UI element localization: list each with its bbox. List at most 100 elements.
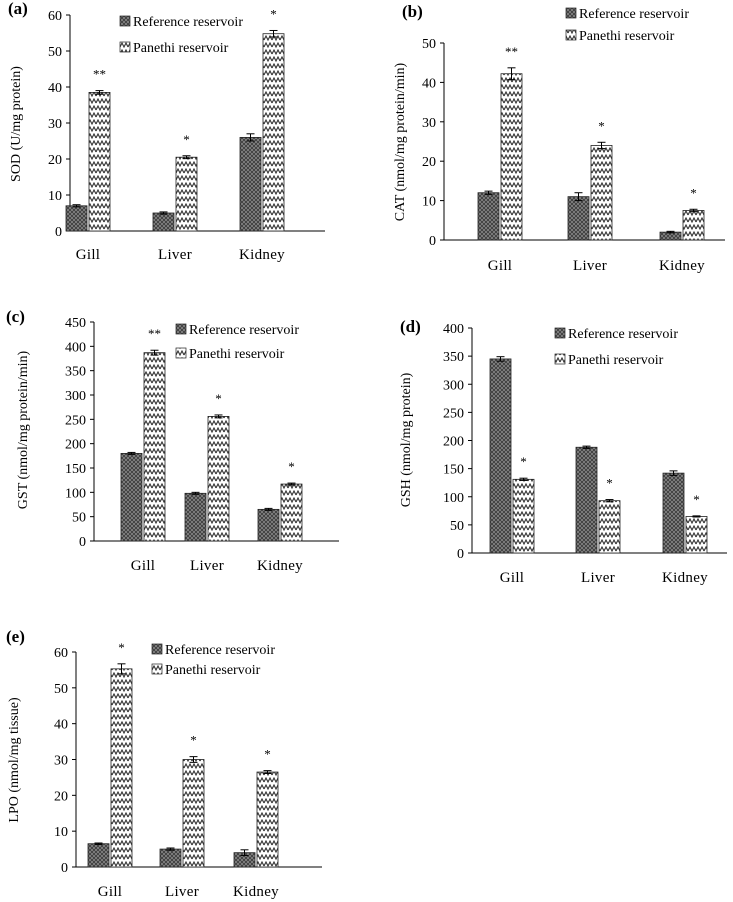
x-category-label: Liver [165,884,199,900]
panel-label: (e) [6,627,25,646]
bar-reference-gill [477,192,500,241]
x-category-label: Gill [98,884,123,900]
y-tick-label: 0 [457,547,464,562]
chart-panel-e: (e) 0 10 20 30 40 50 60 LPO (nmol/mg tissue) * Gil… [6,627,322,900]
bar-reference-kidney [662,472,685,554]
legend-swatch-reference [554,327,566,339]
bar-reference-gill [87,843,110,868]
significance-mark: * [190,733,197,748]
y-tick-label: 50 [72,511,86,526]
bar-panethi-gill [500,73,523,241]
significance-mark: * [520,454,527,469]
x-category-label: Kidney [662,570,708,586]
significance-mark: ** [148,326,161,341]
bar-panethi-liver [175,156,198,232]
significance-mark: * [118,640,125,655]
y-tick-label: 10 [54,825,68,840]
legend-label: Panethi reservoir [189,347,285,362]
y-tick-label: 400 [443,322,464,337]
legend-label: Panethi reservoir [579,29,675,44]
significance-mark: * [598,118,605,133]
legend-swatch-panethi [151,663,163,675]
y-axis-label: GSH (nmol/mg protein) [399,372,414,507]
y-tick-label: 350 [65,365,86,380]
bar-panethi-liver [207,416,230,542]
y-tick-label: 20 [422,155,436,170]
y-tick-label: 30 [54,754,68,769]
significance-mark: * [693,492,700,507]
y-tick-label: 0 [79,535,86,550]
bar-panethi-liver [598,500,621,554]
y-tick-label: 40 [422,76,436,91]
y-tick-label: 350 [443,350,464,365]
y-tick-label: 50 [48,45,62,60]
legend-swatch-reference [119,15,131,27]
y-tick-label: 0 [429,234,436,249]
legend-label: Reference reservoir [568,327,678,342]
bar-reference-liver [567,196,590,241]
x-category-label: Kidney [257,558,303,574]
bar-panethi-gill [110,668,133,868]
bar-reference-kidney [239,136,262,232]
legend-swatch-reference [151,643,163,655]
y-tick-label: 50 [450,519,464,534]
significance-mark: * [288,459,295,474]
y-tick-label: 60 [48,9,62,24]
y-tick-label: 60 [54,646,68,661]
legend-swatch-panethi [554,353,566,365]
bar-reference-liver [152,212,175,232]
panel-label: (d) [400,317,421,336]
y-axis-label: SOD (U/mg protein) [9,66,24,182]
significance-mark: * [183,132,190,147]
y-tick-label: 30 [422,116,436,131]
legend-label: Panethi reservoir [133,41,229,56]
bar-reference-kidney [257,508,280,542]
legend-label: Reference reservoir [189,323,299,338]
x-category-label: Liver [573,258,607,274]
x-category-label: Gill [488,258,513,274]
y-axis-label: CAT (nmol/mg protein/min) [393,62,408,221]
legend-label: Panethi reservoir [568,353,664,368]
significance-mark: * [215,391,222,406]
x-category-label: Kidney [233,884,279,900]
x-category-label: Gill [131,558,156,574]
panel-label: (c) [6,307,25,326]
significance-mark: ** [505,44,518,59]
y-tick-label: 250 [443,406,464,421]
y-tick-label: 20 [54,789,68,804]
legend-swatch-panethi [175,347,187,359]
legend-label: Reference reservoir [579,7,689,22]
legend-label: Panethi reservoir [165,663,261,678]
y-tick-label: 40 [54,718,68,733]
legend-swatch-panethi [119,41,131,53]
bar-reference-gill [489,358,512,554]
x-category-label: Liver [158,247,192,263]
y-tick-label: 50 [54,682,68,697]
bar-panethi-kidney [280,483,303,542]
legend-swatch-panethi [565,29,577,41]
bar-panethi-kidney [262,33,285,232]
x-category-label: Kidney [239,247,285,263]
y-tick-label: 40 [48,81,62,96]
x-category-label: Kidney [659,258,705,274]
bar-panethi-kidney [682,210,705,241]
y-tick-label: 30 [48,117,62,132]
bar-panethi-gill [88,92,111,232]
y-tick-label: 300 [65,389,86,404]
y-tick-label: 20 [48,153,62,168]
bar-panethi-gill [512,478,535,554]
y-tick-label: 0 [61,861,68,876]
significance-mark: * [690,185,697,200]
y-tick-label: 10 [48,189,62,204]
y-tick-label: 200 [443,435,464,450]
y-tick-label: 10 [422,195,436,210]
significance-mark: * [606,476,613,491]
x-category-label: Liver [581,570,615,586]
bar-reference-liver [159,848,182,868]
chart-panel-c: (c) 0 50 100 150 200 250 300 350 400 450 GST (nmol/… [6,307,339,574]
bar-reference-liver [184,492,207,542]
y-tick-label: 50 [422,37,436,52]
bar-panethi-gill [143,352,166,542]
bar-reference-gill [120,452,143,542]
